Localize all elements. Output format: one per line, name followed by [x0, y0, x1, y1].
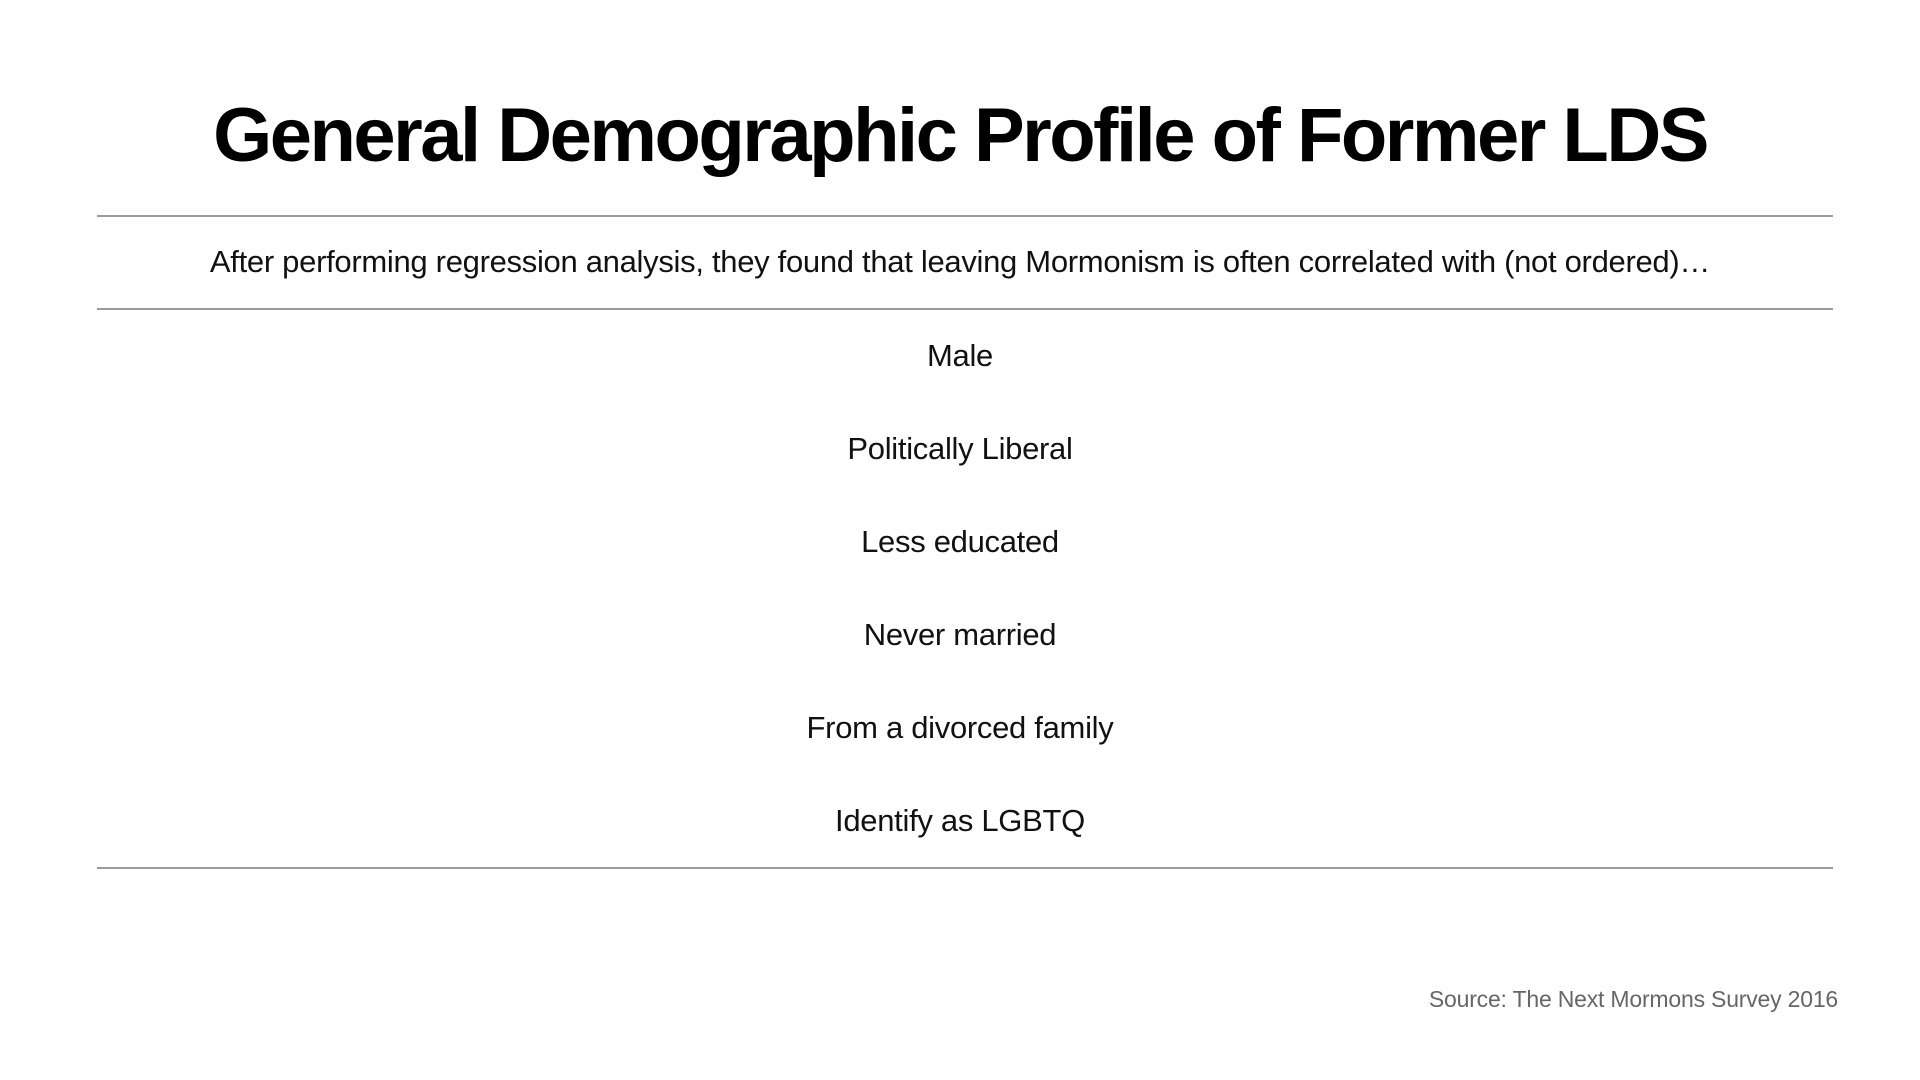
factor-item-politically-liberal: Politically Liberal [847, 431, 1073, 466]
slide-title: General Demographic Profile of Former LD… [213, 93, 1709, 178]
intro-text: After performing regression analysis, th… [209, 244, 1711, 279]
source-citation: Source: The Next Mormons Survey 2016 [1428, 986, 1838, 1012]
factor-item-lgbtq: Identify as LGBTQ [835, 803, 1085, 838]
factor-item-less-educated: Less educated [861, 524, 1059, 559]
factor-item-never-married: Never married [863, 617, 1057, 652]
factor-list: Male Politically Liberal Less educated N… [0, 334, 1920, 892]
divider-bottom [97, 867, 1833, 869]
factor-item-divorced-family: From a divorced family [806, 710, 1114, 745]
divider-middle [97, 308, 1833, 310]
divider-top [97, 215, 1833, 217]
factor-item-male: Male [927, 338, 993, 373]
